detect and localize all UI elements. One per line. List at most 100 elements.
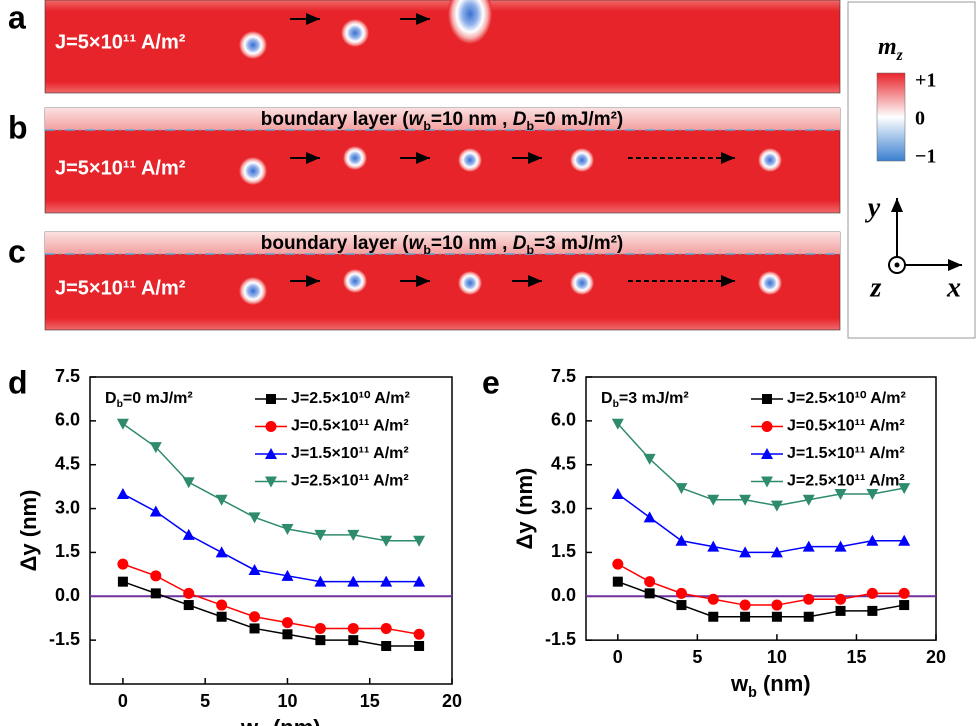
marker [707,540,720,552]
panel-letter: a [8,0,26,35]
text-segment: D [601,390,613,407]
plot-frame [89,376,453,685]
marker [644,576,656,588]
y-tick-label: 4.5 [55,453,80,473]
skyrmion [343,146,367,170]
legend-label: J=0.5×10¹¹ A/m² [787,418,905,435]
marker [413,535,426,547]
text-segment: =0 mJ/m²) [534,109,623,130]
skyrmion [343,269,367,293]
marker [707,593,719,605]
marker [249,623,260,634]
y-tick-label: -1.5 [49,629,80,649]
marker [803,593,815,605]
x-tick-label: 10 [767,647,787,667]
current-label: J=5×10¹¹ A/m² [55,157,186,179]
marker [707,494,720,506]
legend-marker [761,421,773,432]
marker [414,640,425,651]
text-segment: =0 mJ/m² [123,390,193,407]
series-line [617,580,905,618]
text-segment: (nm) [267,715,321,726]
x-tick-label: 0 [613,647,623,667]
marker [675,534,688,546]
legend-box [847,1,976,339]
current-label: J=5×10¹¹ A/m² [55,31,186,53]
marker [771,599,783,611]
text-segment: b [423,119,431,133]
text-segment: b [117,399,123,410]
marker [281,617,293,629]
legend-marker [266,394,276,404]
skyrmion [239,31,267,59]
skyrmion-annihilating [448,0,492,44]
marker [150,588,161,599]
y-tick-label: 6.0 [55,410,80,430]
marker [866,534,879,546]
colorbar [876,72,906,162]
marker [314,575,327,587]
panel-letter: b [8,109,28,145]
film-strip [44,0,841,94]
boundary-layer [45,232,840,254]
text-segment: w [409,109,425,130]
text-segment: =10 nm , [431,233,513,254]
marker [739,494,752,506]
y-tick-label: 1.5 [551,541,576,561]
series-line [122,493,420,583]
text-segment: w [240,715,259,726]
text-segment: b [526,119,534,133]
x-tick-label: 20 [442,691,462,711]
rich-text: wb (nm) [240,715,321,726]
text-segment: =3 mJ/m² [619,390,689,407]
legend-label: J=2.5×10¹⁰ A/m² [787,390,906,407]
marker [770,500,783,512]
text-segment: b [613,399,619,410]
series-line [122,563,420,636]
marker [182,477,195,489]
legend-marker [761,448,773,459]
marker [676,600,687,611]
series-line [122,423,420,542]
rich-text: Db=0 mJ/m² [105,390,193,410]
text-segment: =3 mJ/m²) [534,233,623,254]
marker [898,534,911,546]
text-segment: =10 nm , [431,109,513,130]
marker [834,540,847,552]
text-segment: boundary layer ( [261,233,409,254]
marker [835,605,846,616]
x-tick-label: 15 [360,691,380,711]
text-segment: D [105,390,117,407]
text-segment: D [513,233,527,254]
skyrmion [341,19,369,47]
marker [216,599,228,611]
y-tick-label: 0.0 [55,585,80,605]
text-segment: (nm) [757,671,811,696]
z-axis-dot [894,262,900,268]
legend-marker [265,476,277,488]
marker [249,611,261,623]
legend-marker [761,476,773,488]
y-tick-label: 0.0 [551,585,576,605]
axis-z-label: z [870,272,882,303]
text-segment: w [730,671,749,696]
x-tick-label: 5 [200,691,210,711]
legend-marker [265,421,277,432]
legend-marker [265,448,277,459]
y-tick-label: -1.5 [545,629,576,649]
marker [612,576,623,587]
legend-label: J=1.5×10¹¹ A/m² [291,445,409,462]
marker [347,622,359,634]
marker [675,483,688,495]
marker [739,599,751,611]
marker [248,512,261,524]
marker [803,611,814,622]
current-label: J=5×10¹¹ A/m² [55,277,186,299]
colorbar-label: −1 [915,146,936,168]
marker [770,546,783,558]
marker [117,576,128,587]
rich-text: boundary layer (wb=10 nm , Db=3 mJ/m²) [261,233,624,257]
marker [281,569,294,581]
text-segment: D [513,109,527,130]
marker [347,529,360,541]
